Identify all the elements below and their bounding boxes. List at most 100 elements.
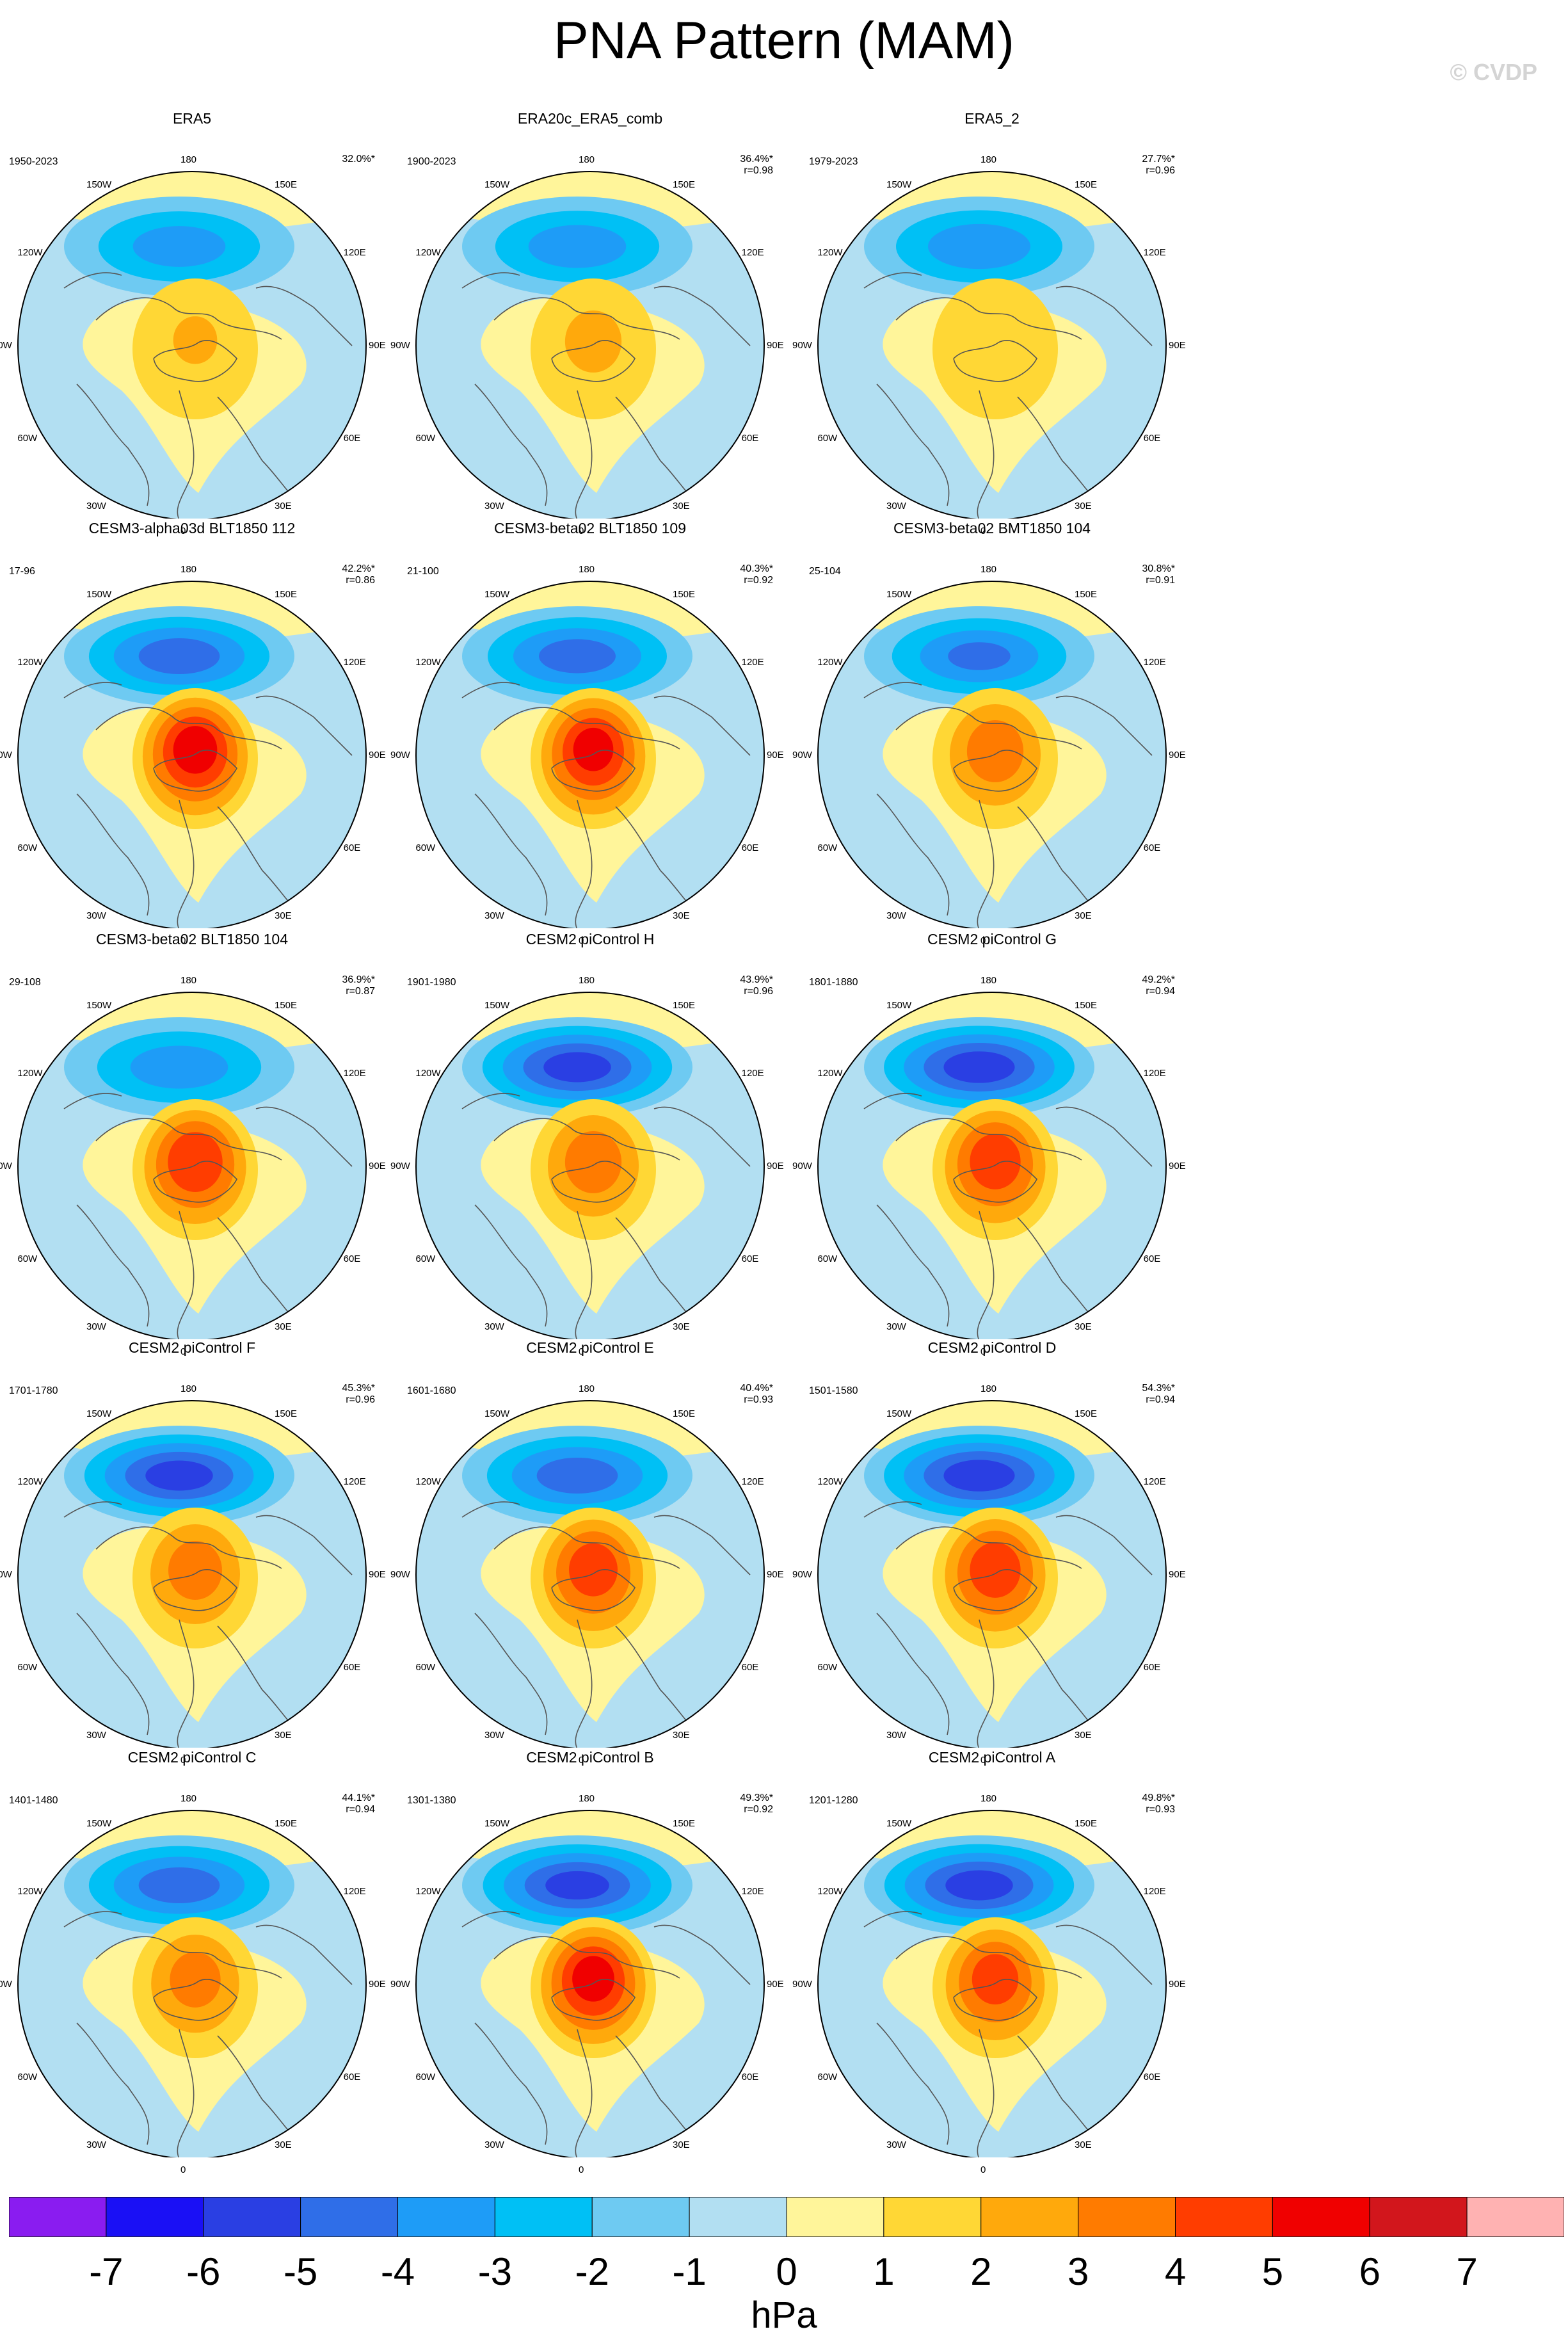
coastline: [863, 1501, 922, 1518]
longitude-label: 150E: [1075, 588, 1098, 600]
longitude-label: 60W: [17, 2072, 38, 2082]
map-boundary: [415, 171, 765, 519]
longitude-label: 90E: [767, 1161, 784, 1172]
map-panel: CESM3-beta02 BLT1850 104 29-108 36.9%* r=0.…: [0, 931, 390, 1357]
positive-contour: [569, 1543, 618, 1597]
longitude-label: 60E: [343, 842, 361, 853]
colorbar-tick-label: 3: [1067, 2250, 1089, 2293]
longitude-label: 60W: [817, 1662, 838, 1673]
coastline: [153, 1979, 237, 2021]
longitude-label: 30W: [484, 910, 504, 922]
coastline: [153, 750, 237, 792]
coastline: [895, 1118, 1082, 1161]
longitude-label: 60E: [1143, 1253, 1161, 1264]
longitude-label: 0: [579, 1755, 584, 1766]
map-boundary: [415, 992, 765, 1339]
colorbar-tick-label: -2: [575, 2250, 609, 2293]
longitude-label: 120W: [817, 247, 843, 258]
polar-map: [17, 1810, 367, 2157]
panel-variance: 36.9%* r=0.87: [342, 974, 375, 997]
coastline: [953, 340, 1037, 382]
variance-explained: 49.2%*: [1142, 974, 1175, 985]
colorbar-tick-label: 5: [1261, 2250, 1284, 2293]
map-panel: CESM2 piControl H 1901-1980 43.9%* r=0.96 18…: [390, 931, 788, 1357]
colorbar: [9, 2197, 1564, 2237]
coastline: [653, 1106, 751, 1167]
panel-variance: 49.2%* r=0.94: [1142, 974, 1175, 997]
panel-title: CESM2 piControl F: [128, 1339, 256, 1356]
coastline: [653, 1515, 751, 1575]
longitude-label: 150W: [86, 179, 112, 190]
longitude-label: 30W: [484, 501, 504, 512]
longitude-label: 30W: [86, 501, 106, 512]
longitude-label: 30W: [886, 1321, 906, 1333]
longitude-label: 180: [579, 975, 595, 986]
negative-contour: [132, 226, 226, 267]
map-boundary: [17, 581, 367, 928]
variance-explained: 43.9%*: [740, 974, 773, 985]
positive-contour: [966, 720, 1024, 782]
longitude-label: 150W: [886, 999, 912, 1011]
longitude-label: 90W: [0, 750, 12, 761]
longitude-label: 120W: [817, 657, 843, 668]
positive-contour: [168, 1541, 222, 1600]
positive-contour: [173, 726, 218, 774]
longitude-label: 120W: [17, 1476, 43, 1487]
coastline: [1055, 1924, 1153, 1985]
longitude-label: 30E: [673, 1321, 690, 1333]
longitude-label: 120E: [1143, 247, 1166, 258]
positive-contour: [170, 1952, 221, 2008]
longitude-label: 30W: [484, 2139, 504, 2151]
longitude-label: 150E: [673, 999, 696, 1011]
longitude-label: 60W: [817, 2072, 838, 2082]
longitude-label: 150W: [886, 1817, 912, 1829]
longitude-label: 180: [180, 1383, 197, 1394]
variance-explained: 49.8%*: [1142, 1792, 1175, 1803]
coastline: [551, 1569, 636, 1611]
map-boundary: [17, 171, 367, 519]
panel-variance: 54.3%* r=0.94: [1142, 1383, 1175, 1406]
panel-period: 1900-2023: [407, 156, 456, 167]
longitude-label: 120W: [415, 247, 441, 258]
colorbar-tick-label: -7: [89, 2250, 124, 2293]
map-boundary: [415, 1400, 765, 1748]
longitude-label: 180: [579, 154, 595, 165]
longitude-label: 0: [180, 1346, 186, 1357]
positive-contour: [168, 1132, 223, 1192]
coastline: [63, 1501, 122, 1518]
map-boundary: [17, 992, 367, 1339]
coastline: [474, 2022, 548, 2145]
variance-explained: 45.3%*: [342, 1383, 375, 1394]
longitude-label: 60W: [17, 842, 38, 853]
panel-title: CESM2 piControl G: [927, 931, 1057, 947]
longitude-label: 30W: [86, 1730, 106, 1741]
longitude-label: 150W: [484, 1817, 510, 1829]
coastline: [255, 1106, 353, 1167]
longitude-label: 0: [579, 526, 584, 536]
coastline: [177, 800, 195, 928]
longitude-label: 90E: [767, 340, 784, 351]
longitude-label: 0: [980, 526, 986, 536]
positive-contour: [932, 278, 1058, 419]
coastline: [63, 272, 122, 289]
map-panel: CESM2 piControl C 1401-1480 44.1%* r=0.94 18…: [0, 1749, 390, 2175]
longitude-label: 150E: [275, 999, 298, 1011]
panel-period: 1801-1880: [809, 977, 858, 988]
panel-period: 21-100: [407, 566, 439, 577]
coastline: [461, 682, 520, 698]
longitude-label: 30E: [1075, 1321, 1092, 1333]
colorbar-swatch: [1466, 2197, 1564, 2237]
longitude-label: 0: [180, 935, 186, 946]
negative-contour: [943, 1051, 1015, 1083]
pattern-correlation: r=0.86: [346, 575, 375, 586]
longitude-label: 30E: [275, 501, 292, 512]
polar-map: [817, 581, 1167, 928]
longitude-label: 120W: [817, 1886, 843, 1897]
polar-map: [817, 1810, 1167, 2157]
pattern-correlation: r=0.96: [1146, 165, 1175, 176]
panel-title: CESM2 piControl D: [927, 1339, 1057, 1356]
coastline: [876, 2022, 950, 2145]
coastline: [461, 272, 520, 289]
longitude-label: 0: [180, 1755, 186, 1766]
longitude-label: 60W: [17, 1662, 38, 1673]
